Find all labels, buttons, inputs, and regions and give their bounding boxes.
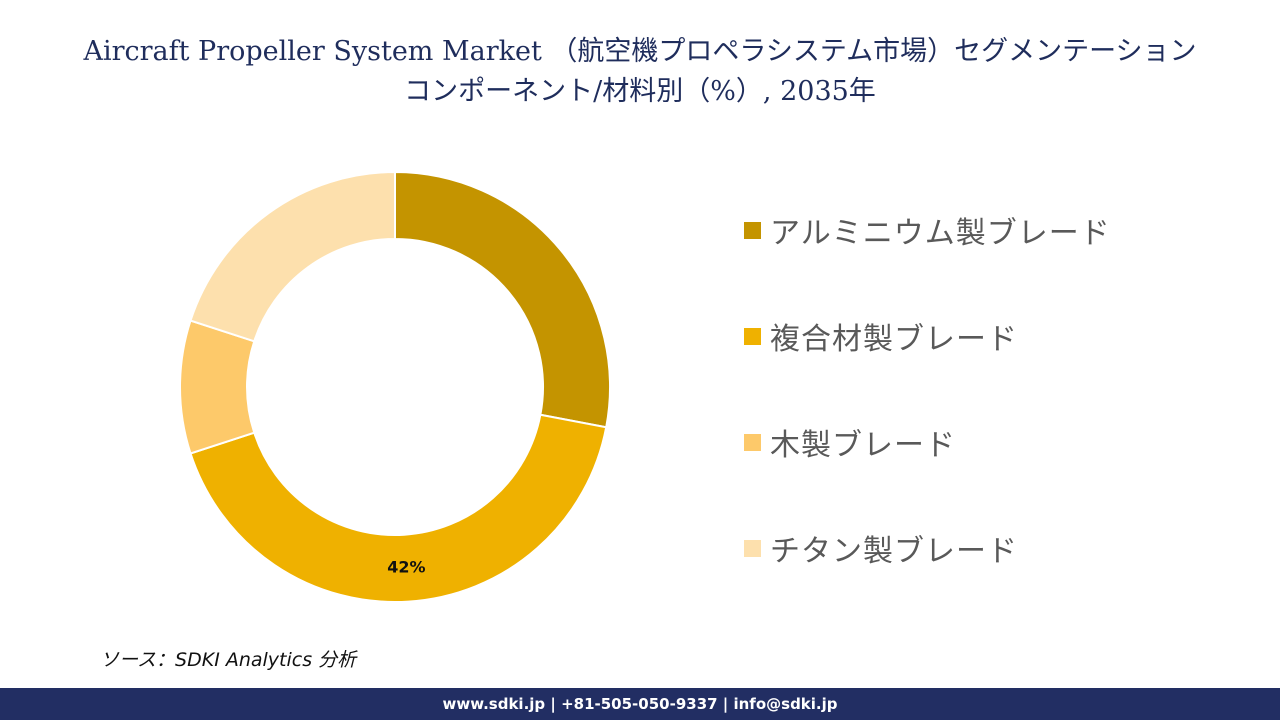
chart-title-line1: Aircraft Propeller System Market （航空機プロペ… [83, 36, 1197, 67]
footer-bar: www.sdki.jp | +81-505-050-9337 | info@sd… [0, 688, 1280, 720]
footer-contact: www.sdki.jp | +81-505-050-9337 | info@sd… [442, 695, 838, 713]
legend-label-wood: 木製ブレード [770, 428, 956, 463]
legend-swatch-titanium [744, 539, 761, 557]
legend-label-titanium: チタン製ブレード [770, 534, 1018, 569]
legend-item-wood: 木製ブレード [744, 412, 1244, 472]
donut-slice-composite [189, 413, 608, 603]
legend-label-aluminum: アルミニウム製ブレード [770, 216, 1111, 251]
legend-swatch-wood [744, 433, 761, 451]
legend-item-titanium: チタン製ブレード [744, 518, 1244, 578]
chart-title: Aircraft Propeller System Market （航空機プロペ… [0, 32, 1280, 112]
legend-swatch-aluminum [744, 221, 761, 239]
chart-title-line2: コンポーネント/材料別（%）, 2035年 [404, 76, 876, 107]
data-label-composite: 42% [387, 558, 425, 577]
donut-chart: 42% [179, 170, 611, 603]
legend-swatch-composite [744, 327, 761, 345]
legend-item-composite: 複合材製ブレード [744, 306, 1244, 366]
donut-slice-wood [179, 319, 256, 455]
legend-item-aluminum: アルミニウム製ブレード [744, 200, 1244, 260]
legend-label-composite: 複合材製ブレード [770, 322, 1018, 357]
source-note: ソース：SDKI Analytics 分析 [100, 649, 357, 671]
donut-slice-aluminum [394, 170, 611, 429]
donut-slice-titanium [189, 170, 396, 343]
